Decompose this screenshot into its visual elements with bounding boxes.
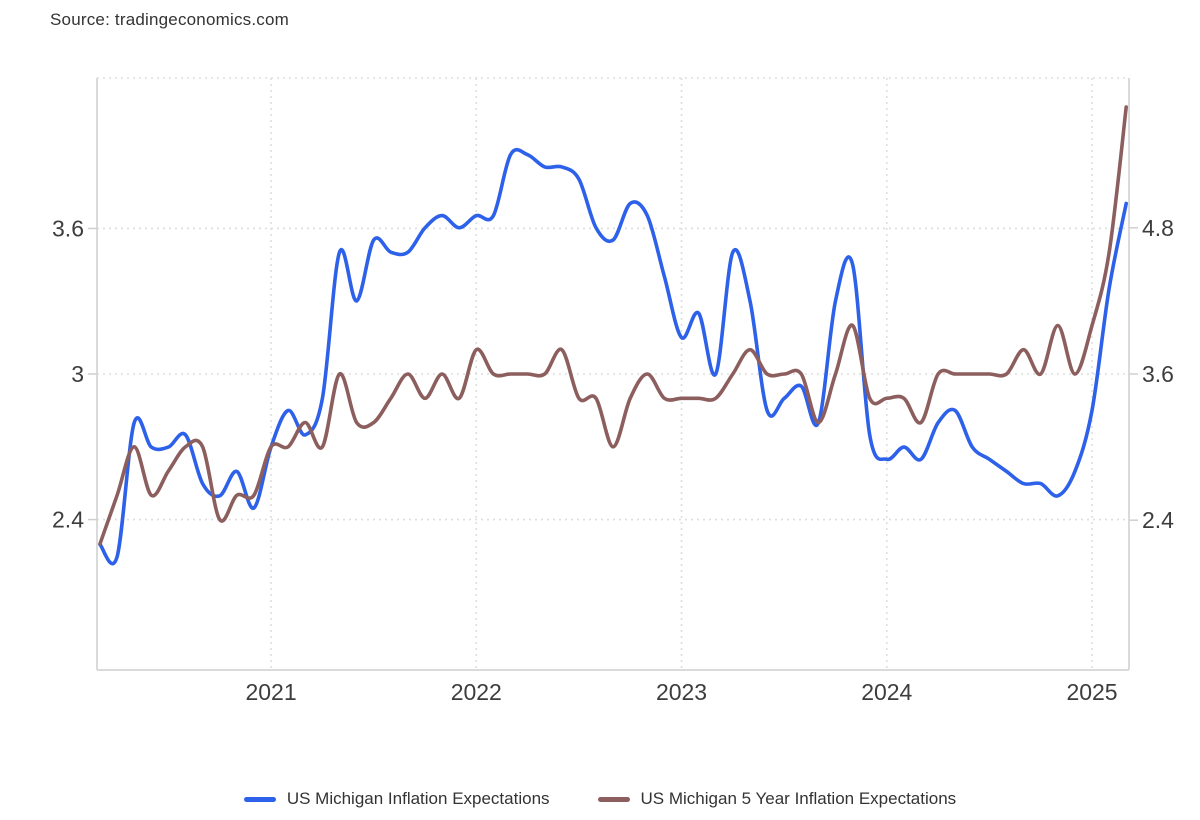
y-axis-label-left: 3.6 <box>52 215 84 241</box>
y-axis-label-right: 4.8 <box>1142 215 1174 241</box>
x-axis-label: 2025 <box>1066 679 1117 705</box>
x-axis-label: 2023 <box>656 679 707 705</box>
legend-swatch-brown-icon <box>597 796 630 802</box>
y-axis-label-left: 3 <box>71 361 84 387</box>
chart-area: 3.6 3 2.4 4.8 3.6 2.4 2021 2022 2023 2024 2025 <box>0 0 1200 760</box>
chart-legend: US Michigan Inflation Expectations US Mi… <box>0 789 1200 809</box>
legend-label: US Michigan Inflation Expectations <box>286 789 550 808</box>
series-line-inflation-expectations <box>98 147 1128 566</box>
source-caption: Source: tradingeconomics.com <box>50 10 289 29</box>
legend-label: US Michigan 5 Year Inflation Expectation… <box>640 789 957 808</box>
series-line-5yr-inflation-expectations <box>98 105 1128 546</box>
x-axis-label: 2022 <box>451 679 502 705</box>
legend-swatch-blue-icon <box>243 796 276 802</box>
y-axis-label-right: 3.6 <box>1142 361 1174 387</box>
x-axis-label: 2024 <box>861 679 912 705</box>
legend-item-5yr-inflation-expectations[interactable]: US Michigan 5 Year Inflation Expectation… <box>597 789 957 809</box>
chart-canvas[interactable]: 3.6 3 2.4 4.8 3.6 2.4 2021 2022 2023 2024 2025 <box>0 0 1200 760</box>
y-axis-label-left: 2.4 <box>52 507 84 533</box>
y-axis-label-right: 2.4 <box>1142 507 1174 533</box>
x-axis-label: 2021 <box>245 679 296 705</box>
legend-item-inflation-expectations[interactable]: US Michigan Inflation Expectations <box>243 789 550 809</box>
